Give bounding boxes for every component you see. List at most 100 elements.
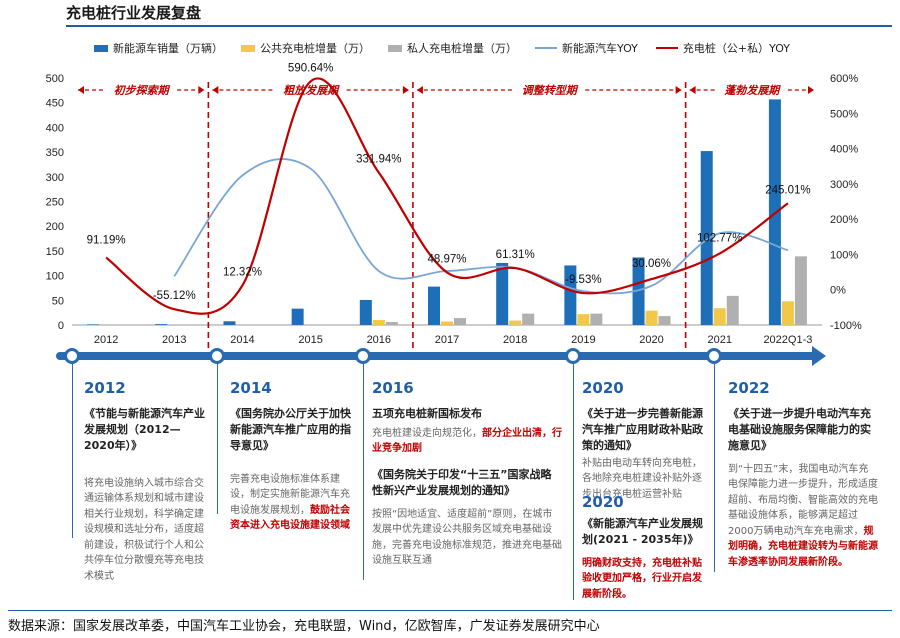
- left-tick-label: 50: [52, 295, 64, 307]
- policy-desc: 按照“因地适宜、适度超前”原则，在城市发展中优先建设公共服务区域充电基础设施，完…: [372, 508, 562, 567]
- policy-title: 《国务院关于印发“十三五”国家战略性新兴产业发展规划的通知》: [372, 467, 552, 497]
- right-tick-label: 100%: [830, 249, 858, 261]
- pile-yoy-data-label: 331.94%: [356, 154, 401, 166]
- policy-desc-text: 完善充电设施标准体系建设，制定实施新能源汽车充电设施发展规划，: [230, 473, 350, 516]
- policy-highlight: 规划明确，充电桩建设转为与新能源车渗透率协同发展新阶段。: [728, 525, 878, 568]
- bar-public-pile: [577, 314, 590, 325]
- right-tick-label: 600%: [830, 73, 858, 85]
- category-label: 2013: [162, 334, 186, 346]
- bar-private-pile: [794, 256, 807, 325]
- category-label: 2019: [571, 334, 595, 346]
- phase-arrow-right-icon: [198, 86, 205, 94]
- bar-private-pile: [726, 295, 739, 325]
- bottom-rule: [8, 610, 892, 611]
- timeline-year: 2020: [582, 379, 624, 397]
- timeline-connector: [72, 364, 73, 538]
- timeline-col-2014: 2014 《国务院办公厅关于加快新能源汽车推广应用的指导意见》 完善充电设施标准…: [230, 378, 352, 534]
- policy-desc: 到“十四五”末，我国电动汽车充电保障能力进一步提升，形成适度超前、布局均衡、智能…: [728, 462, 878, 571]
- policy-desc-text: 充电桩建设走向规范化，: [372, 427, 482, 439]
- legend-label-private-pile: 私人充电桩增量（万）: [407, 42, 517, 55]
- title-rule: [66, 25, 892, 27]
- timeline-col-2012: 2012 《节能与新能源汽车产业发展规划（2012—2020年）》 将充电设施纳…: [84, 378, 206, 584]
- pile-yoy-data-label: -55.12%: [153, 290, 196, 302]
- phase-arrow-right-icon: [808, 86, 814, 94]
- pile-yoy-data-label: -9.53%: [565, 274, 601, 286]
- policy-title: 《关于进一步提升电动汽车充电基础设施服务保障能力的实施意见》: [728, 406, 871, 452]
- left-tick-label: 0: [58, 320, 64, 332]
- bar-ev-sales: [223, 321, 236, 325]
- policy-title: 五项充电桩新国标发布: [372, 406, 482, 420]
- legend-swatch-ev-sales: [94, 44, 108, 52]
- left-tick-label: 150: [46, 246, 64, 258]
- phase-arrow-right-icon: [402, 86, 409, 94]
- data-source: 数据来源：国家发展改革委，中国汽车工业协会，充电联盟，Wind，亿欧智库，广发证…: [8, 619, 600, 634]
- phase-arrow-right-icon: [675, 86, 682, 94]
- category-label: 2012: [94, 334, 118, 346]
- timeline-connector: [363, 364, 364, 580]
- policy-title: 《关于进一步完善新能源汽车推广应用财政补贴政策的通知》: [582, 406, 703, 452]
- bar-private-pile: [590, 313, 603, 325]
- timeline-col-2020b: 2020 《新能源汽车产业发展规划(2021 - 2035年)》 明确财政支持，…: [582, 492, 706, 602]
- phase-label: 蓬勃发展期: [724, 84, 781, 97]
- policy-title: 《新能源汽车产业发展规划(2021 - 2035年)》: [582, 516, 703, 546]
- timeline-dot-2014: [209, 348, 225, 364]
- timeline-dot-2016: [355, 348, 371, 364]
- right-tick-label: -100%: [830, 320, 862, 332]
- legend-swatch-private-pile: [388, 44, 402, 52]
- chart-svg: 0 50 100 150 200 250 300 350 400 450 500 -100% 0% 100…: [46, 62, 862, 348]
- pile-yoy-data-label: 245.01%: [765, 184, 810, 196]
- legend-private-pile: 私人充电桩增量（万）: [388, 40, 517, 56]
- category-label: 2020: [639, 334, 663, 346]
- legend-swatch-pile-yoy: [655, 47, 678, 49]
- phase-label: 初步探索期: [114, 84, 171, 97]
- phase-arrow-left-icon: [416, 86, 423, 94]
- timeline-connector: [217, 364, 218, 514]
- bar-ev-sales: [496, 262, 509, 325]
- policy-desc: 完善充电设施标准体系建设，制定实施新能源汽车充电设施发展规划，鼓励社会资本进入充…: [230, 472, 352, 534]
- policy-desc-text: 到“十四五”末，我国电动汽车充电保障能力进一步提升，形成适度超前、布局均衡、智能…: [728, 463, 878, 537]
- legend-pile-yoy: 充电桩（公+私）YOY: [655, 40, 791, 56]
- category-label: 2022Q1-3: [763, 334, 812, 346]
- policy-title: 《国务院办公厅关于加快新能源汽车推广应用的指导意见》: [230, 406, 351, 452]
- phase-arrow-left-icon: [212, 86, 219, 94]
- pile-yoy-data-label: 61.31%: [496, 249, 535, 261]
- timeline-connector: [714, 364, 715, 572]
- bar-ev-sales: [632, 257, 645, 325]
- bar-public-pile: [713, 308, 726, 325]
- page-title: 充电桩行业发展复盘: [66, 4, 202, 22]
- timeline-dot-2020: [565, 348, 581, 364]
- left-tick-label: 400: [46, 122, 64, 134]
- pile-yoy-data-label: 590.64%: [288, 62, 333, 74]
- left-tick-label: 500: [46, 73, 64, 85]
- timeline-col-2020a: 2020 《关于进一步完善新能源汽车推广应用财政补贴政策的通知》 补贴由电动车转…: [582, 378, 706, 502]
- policy-highlight: 明确财政支持，充电桩补贴验收更加严格，行业开启发展新阶段。: [582, 557, 702, 600]
- legend-ev-sales: 新能源车销量（万辆）: [94, 40, 223, 56]
- timeline-year: 2016: [372, 379, 414, 397]
- timeline-year: 2022: [728, 379, 770, 397]
- bar-ev-sales: [155, 324, 168, 325]
- bar-ev-sales: [564, 265, 577, 325]
- bar-ev-sales: [700, 151, 713, 325]
- legend-public-pile: 公共充电桩增量（万）: [241, 40, 370, 56]
- timeline-dot-2022: [706, 348, 722, 364]
- right-tick-label: 500%: [830, 108, 858, 120]
- timeline-col-2022: 2022 《关于进一步提升电动汽车充电基础设施服务保障能力的实施意见》 到“十四…: [728, 378, 878, 570]
- left-tick-label: 300: [46, 172, 64, 184]
- pile-yoy-data-label: 30.06%: [632, 258, 671, 270]
- bar-private-pile: [454, 318, 466, 325]
- timeline-year: 2020: [582, 493, 624, 511]
- chart-legend: 新能源车销量（万辆） 公共充电桩增量（万） 私人充电桩增量（万） 新能源汽车YO…: [94, 40, 790, 56]
- legend-swatch-ev-yoy: [535, 47, 557, 49]
- policy-highlight: 鼓励社会资本进入充电设施建设领域: [230, 504, 350, 532]
- policy-desc: 充电桩建设走向规范化，部分企业出清，行业竞争加剧: [372, 426, 562, 457]
- phase-arrow-left-icon: [78, 86, 84, 94]
- legend-label-pile-yoy: 充电桩（公+私）YOY: [682, 42, 791, 55]
- left-tick-label: 350: [46, 147, 64, 159]
- legend-label-ev-sales: 新能源车销量（万辆）: [113, 42, 223, 55]
- category-label: 2021: [707, 334, 731, 346]
- right-tick-label: 400%: [830, 144, 858, 156]
- line-pile-yoy: [105, 77, 789, 315]
- bar-public-pile: [645, 310, 658, 325]
- right-tick-label: 0%: [830, 285, 846, 297]
- bar-private-pile: [522, 313, 535, 325]
